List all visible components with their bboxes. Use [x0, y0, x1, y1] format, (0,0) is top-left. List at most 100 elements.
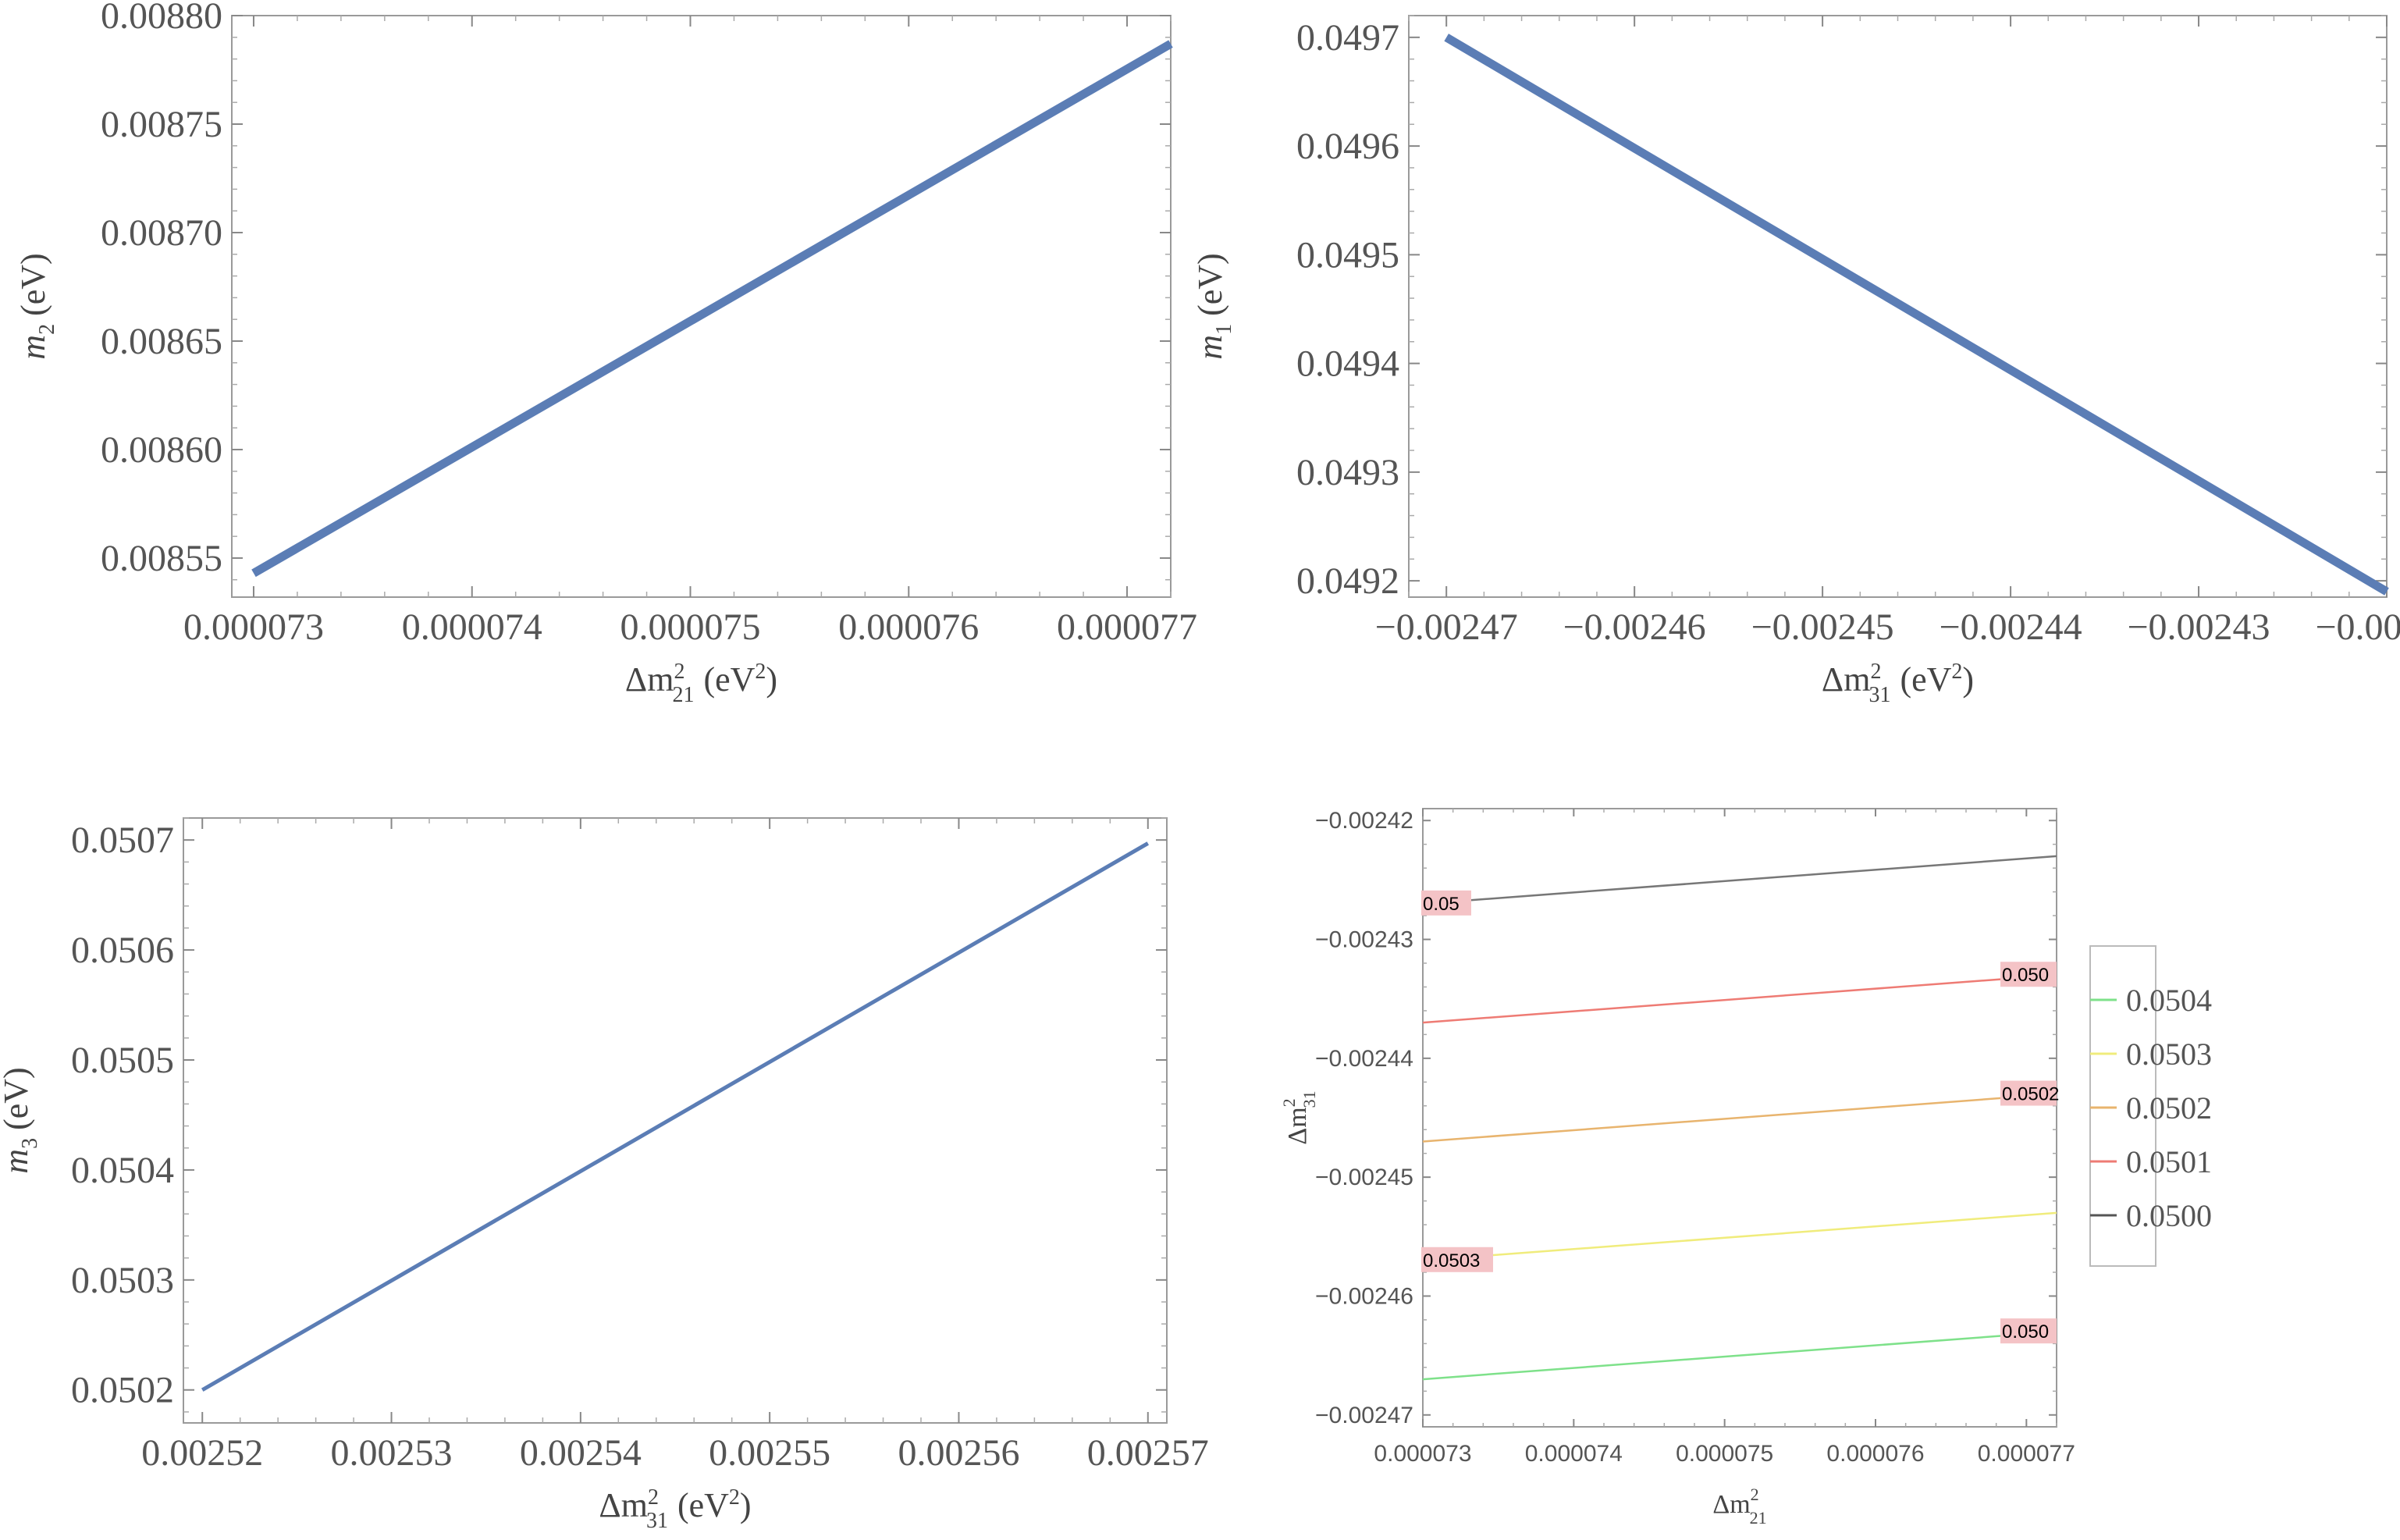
y-tick-label: 0.00865 [101, 321, 222, 362]
series-line [201, 841, 1150, 1392]
contour-label: 0.05 [1423, 894, 1460, 915]
y-tick-label: 0.0495 [1296, 234, 1399, 276]
x-axis-subscript: 21 [672, 683, 694, 707]
contour-label-bg [1421, 890, 1471, 916]
legend-label: 0.0500 [2126, 1198, 2212, 1233]
x-tick-label: −0.00246 [1563, 606, 1706, 648]
x-axis-subscript: 31 [1868, 683, 1890, 707]
contour-label-bg [2000, 1318, 2057, 1344]
legend-label: 0.0504 [2126, 983, 2212, 1018]
x-tick-label: −0.00242 [2315, 606, 2400, 648]
x-tick-label: 0.000076 [838, 606, 979, 648]
x-axis-subscript: 21 [1750, 1508, 1767, 1528]
legend-label: 0.0503 [2126, 1037, 2212, 1072]
y-tick-label: 0.0504 [71, 1150, 174, 1191]
y-axis-label: m3 (eV) [0, 1067, 42, 1173]
x-axis-unit-superscript: 2 [729, 1485, 740, 1510]
x-axis-unit-superscript: 2 [755, 660, 766, 684]
y-tick-label: 0.00880 [101, 0, 222, 37]
x-tick-label: −0.00247 [1375, 606, 1518, 648]
y-tick-label: −0.00247 [1315, 1403, 1413, 1428]
x-tick-label: 0.000074 [1525, 1441, 1623, 1467]
y-axis-unit: (eV) [14, 253, 52, 316]
contour-label-bg [1421, 1247, 1493, 1272]
y-axis-label: Δm231 [1279, 1090, 1319, 1144]
x-tick-label: −0.00243 [2127, 606, 2270, 648]
plot-frame [183, 817, 1168, 1424]
y-axis-unit: (eV) [0, 1067, 35, 1130]
y-tick-label: −0.00246 [1315, 1283, 1413, 1309]
x-axis-unit-superscript: 2 [1951, 660, 1962, 684]
x-tick-label: 0.00252 [141, 1432, 263, 1474]
x-tick-label: 0.00254 [520, 1432, 642, 1474]
y-tick-label: 0.0505 [71, 1040, 174, 1081]
x-tick-label: 0.00255 [709, 1432, 830, 1474]
contour-label-bg [2000, 1080, 2057, 1106]
series-line [1444, 34, 2389, 596]
chart-panel-1: 0.000073 0.000074 0.000075 0.000076 0.000077… [14, 0, 1197, 707]
y-tick-label: 0.00860 [101, 429, 222, 471]
y-tick-label: 0.00875 [101, 104, 222, 145]
y-tick-label: 0.0496 [1296, 126, 1399, 167]
x-axis-superscript: 2 [674, 660, 684, 684]
x-tick-label: 0.000076 [1826, 1441, 1924, 1467]
y-axis-label: m2 (eV) [14, 253, 59, 359]
x-tick-label: 0.000077 [1057, 606, 1197, 648]
x-axis-unit: (eV [1900, 660, 1951, 699]
x-tick-label: −0.00244 [1940, 606, 2082, 648]
series-line [1422, 855, 2057, 905]
contour-label: 0.0502 [2002, 1084, 2059, 1105]
x-axis-unit-close: ) [1962, 660, 1974, 699]
series-line [251, 40, 1173, 578]
contour-label: 0.0503 [1423, 1250, 1480, 1271]
y-axis-symbol: m [0, 1149, 35, 1174]
y-axis-symbol: Δm [1283, 1107, 1312, 1144]
y-axis-symbol: m [14, 335, 52, 360]
x-axis-subscript: 31 [646, 1509, 668, 1533]
x-axis-unit-close: ) [740, 1486, 752, 1524]
x-tick-label: 0.00256 [898, 1432, 1019, 1474]
series-line [1422, 1330, 2057, 1381]
y-axis-subscript: 31 [1300, 1090, 1319, 1108]
contour-label-bg [2000, 962, 2057, 987]
y-tick-label: 0.0493 [1296, 452, 1399, 493]
x-axis-symbol: Δm [1712, 1490, 1750, 1519]
x-axis-superscript: 2 [1870, 660, 1881, 684]
y-axis-subscript: 1 [1212, 324, 1236, 335]
x-tick-label: 0.000075 [620, 606, 761, 648]
x-axis-label: Δm2 31 (eV2) [1822, 660, 1974, 707]
y-axis-unit: (eV) [1191, 253, 1229, 316]
chart-panel-3: 0.00252 0.00253 0.00254 0.00255 0.00256 0.002… [0, 817, 1209, 1533]
x-axis-symbol: Δm [599, 1486, 648, 1524]
x-axis-symbol: Δm [625, 660, 674, 699]
y-axis-subscript: 2 [35, 324, 59, 335]
y-tick-label: 0.0506 [71, 930, 174, 971]
y-tick-label: 0.0494 [1296, 343, 1399, 385]
x-tick-label: 0.00253 [331, 1432, 453, 1474]
x-axis-label: Δm2 31 (eV2) [599, 1485, 751, 1533]
series-line [1422, 1211, 2057, 1262]
y-tick-label: −0.00245 [1315, 1165, 1413, 1190]
plot-frame [1422, 808, 2057, 1428]
x-tick-label: 0.00257 [1087, 1432, 1209, 1474]
contour-label: 0.050 [2002, 965, 2049, 986]
y-tick-label: 0.00855 [101, 538, 222, 579]
y-tick-label: 0.0492 [1296, 560, 1399, 602]
y-tick-label: 0.0502 [71, 1370, 174, 1411]
chart-panel-2: −0.00247 −0.00246 −0.00245 −0.00244 −0.00243… [1191, 15, 2400, 707]
x-axis-unit: (eV [677, 1486, 729, 1524]
y-axis-superscript: 2 [1279, 1098, 1299, 1107]
x-tick-label: 0.000075 [1676, 1441, 1773, 1467]
y-tick-label: 0.0497 [1296, 17, 1399, 59]
y-axis-label: m1 (eV) [1191, 253, 1236, 359]
y-tick-label: −0.00242 [1315, 808, 1413, 834]
y-tick-label: 0.0507 [71, 820, 174, 861]
x-axis-superscript: 2 [648, 1485, 659, 1510]
chart-panel-4: 0.000073 0.000074 0.000075 0.000076 0.000077… [1279, 808, 2212, 1528]
x-axis-unit-close: ) [766, 660, 777, 699]
legend-label: 0.0501 [2126, 1144, 2212, 1179]
series-line [1422, 973, 2057, 1024]
series-line [1422, 1093, 2057, 1143]
x-tick-label: 0.000077 [1978, 1441, 2075, 1467]
